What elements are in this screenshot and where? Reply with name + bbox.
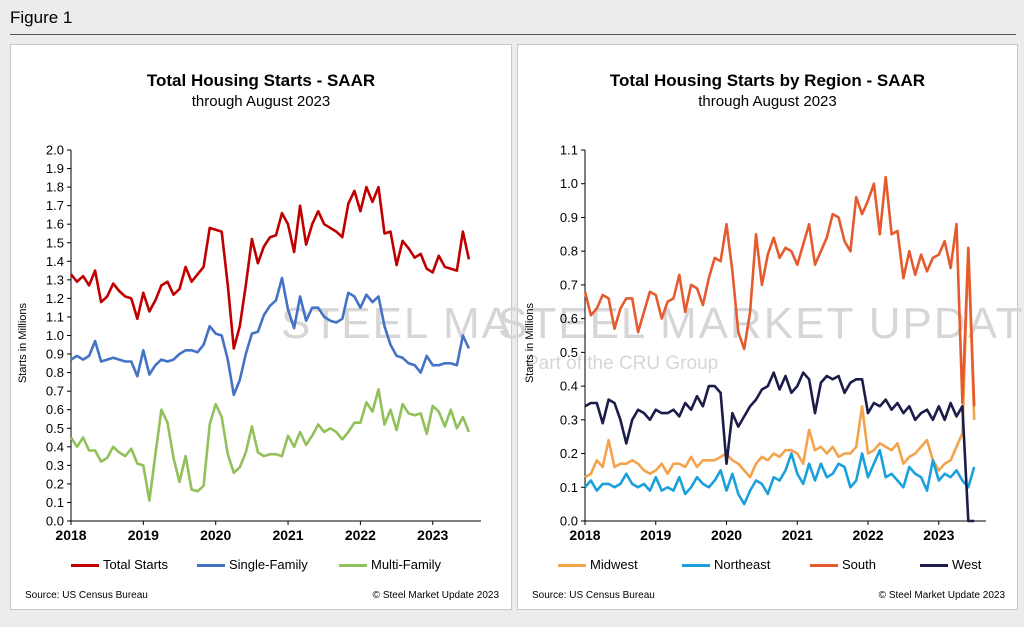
- y-tick-label: 1.6: [46, 217, 64, 232]
- legend-item-total-starts: Total Starts: [71, 557, 168, 572]
- watermark-text: STEEL MARKET UPDATE: [498, 299, 1024, 348]
- figure-title: Figure 1: [10, 8, 73, 27]
- series-line-single-family: [70, 276, 471, 397]
- x-tick-label: 2019: [640, 527, 671, 543]
- x-tick-label: 2021: [782, 527, 813, 543]
- source-note: Source: US Census Bureau: [532, 590, 655, 601]
- y-tick-label: 1.4: [46, 254, 64, 269]
- x-tick-label: 2021: [272, 527, 303, 543]
- y-axis-label: Starts in Millions: [17, 302, 29, 384]
- y-tick-label: 1.0: [560, 176, 578, 191]
- y-tick-label: 0.4: [560, 379, 578, 394]
- y-axis-label: Starts in Millions: [524, 302, 536, 384]
- x-tick-label: 2018: [55, 527, 86, 543]
- y-tick-label: 0.3: [46, 458, 64, 473]
- y-tick-label: 0.7: [560, 277, 578, 292]
- copyright-note: © Steel Market Update 2023: [372, 590, 499, 601]
- legend-label: Single-Family: [229, 557, 308, 572]
- y-tick-label: 1.1: [46, 309, 64, 324]
- legend-swatch: [558, 564, 586, 568]
- legend-label: Midwest: [590, 557, 638, 572]
- total-starts-chart-svg: 0.0 0.1 0.2 0.3 0.4 0.5 0.6 0.7 0.8 0.9 1.0 1.1 1.2 1…: [46, 143, 481, 543]
- figure-title-rule: [10, 34, 1016, 35]
- y-tick-label: 2.0: [46, 143, 64, 158]
- y-tick-label: 1.8: [46, 180, 64, 195]
- legend-item-west: West: [920, 557, 981, 572]
- series-line-midwest: [584, 246, 976, 479]
- legend-label: West: [952, 557, 982, 572]
- chart-title: Total Housing Starts - SAAR: [146, 71, 376, 90]
- y-tick-label: 0.6: [560, 311, 578, 326]
- series-line-west: [584, 371, 975, 523]
- y-tick-label: 0.7: [46, 384, 64, 399]
- y-tick-label: 0.5: [46, 421, 64, 436]
- x-tick-label: 2020: [200, 527, 231, 543]
- chart-subtitle: through August 2023: [698, 93, 837, 110]
- legend-item-multi-family: Multi-Family: [339, 557, 441, 572]
- y-tick-label: 0.2: [560, 446, 578, 461]
- legend-label: Total Starts: [103, 557, 169, 572]
- watermark-logo: CRU: [618, 353, 661, 374]
- legend-swatch: [71, 564, 99, 568]
- y-tick-label: 1.5: [46, 235, 64, 250]
- legend-swatch: [197, 564, 225, 568]
- y-tick-label: 0.9: [46, 347, 64, 362]
- x-tick-label: 2023: [417, 527, 448, 543]
- y-tick-label: 0.1: [46, 495, 64, 510]
- x-tick-label: 2020: [711, 527, 742, 543]
- chart-legend: Midwest Northeast South West: [518, 557, 1017, 577]
- x-tick-label: 2023: [923, 527, 954, 543]
- x-tick-label: 2019: [128, 527, 159, 543]
- y-tick-label: 0.5: [560, 345, 578, 360]
- series-line-south: [583, 175, 976, 407]
- watermark-suffix: Group: [665, 353, 719, 374]
- legend-swatch: [682, 564, 710, 568]
- legend-item-northeast: Northeast: [682, 557, 770, 572]
- watermark-subtext: Part of the CRU Group: [526, 353, 718, 375]
- y-tick-label: 0.6: [46, 402, 64, 417]
- y-tick-label: 1.1: [560, 143, 578, 158]
- chart-legend: Total Starts Single-Family Multi-Family: [11, 557, 511, 577]
- y-tick-label: 0.9: [560, 210, 578, 225]
- region-starts-chart-svg: 0.0 0.1 0.2 0.3 0.4 0.5 0.6 0.7 0.8 0.9 1.0 1.1 2018…: [560, 143, 986, 543]
- y-tick-label: 0.1: [560, 480, 578, 495]
- y-tick-label: 1.9: [46, 161, 64, 176]
- y-tick-label: 0.4: [46, 439, 64, 454]
- x-tick-label: 2022: [345, 527, 376, 543]
- y-tick-label: 0.0: [560, 514, 578, 529]
- y-tick-label: 1.3: [46, 272, 64, 287]
- chart-subtitle: through August 2023: [191, 93, 331, 110]
- y-tick-label: 1.7: [46, 198, 64, 213]
- total-starts-chart-panel: STEEL MARKET UPDATE 0.00.10.20.30.40.50.…: [10, 44, 837, 610]
- legend-swatch: [920, 564, 948, 568]
- y-tick-label: 0.0: [46, 514, 64, 529]
- legend-label: Multi-Family: [371, 557, 442, 572]
- legend-item-midwest: Midwest: [558, 557, 638, 572]
- copyright-note: © Steel Market Update 2023: [878, 590, 1005, 601]
- y-tick-label: 0.2: [46, 476, 64, 491]
- x-tick-label: 2022: [852, 527, 883, 543]
- legend-item-single-family: Single-Family: [197, 557, 308, 572]
- legend-label: Northeast: [714, 557, 771, 572]
- series-line-northeast: [584, 448, 976, 506]
- legend-label: South: [842, 557, 876, 572]
- y-tick-label: 0.8: [560, 244, 578, 259]
- watermark-prefix: Part of the: [526, 353, 614, 374]
- series-line-total-starts: [69, 185, 471, 350]
- y-tick-label: 0.3: [560, 412, 578, 427]
- chart-title: Total Housing Starts by Region - SAAR: [609, 71, 926, 90]
- legend-swatch: [339, 564, 367, 568]
- y-tick-label: 1.0: [46, 328, 64, 343]
- y-tick-label: 0.8: [46, 365, 64, 380]
- region-starts-chart-panel: STEEL MARKET UPDATE Part of the CRU Grou…: [498, 44, 1024, 610]
- legend-item-south: South: [810, 557, 876, 572]
- series-line-multi-family: [69, 387, 471, 502]
- x-tick-label: 2018: [569, 527, 600, 543]
- source-note: Source: US Census Bureau: [25, 590, 148, 601]
- legend-swatch: [810, 564, 838, 568]
- y-tick-label: 1.2: [46, 291, 64, 306]
